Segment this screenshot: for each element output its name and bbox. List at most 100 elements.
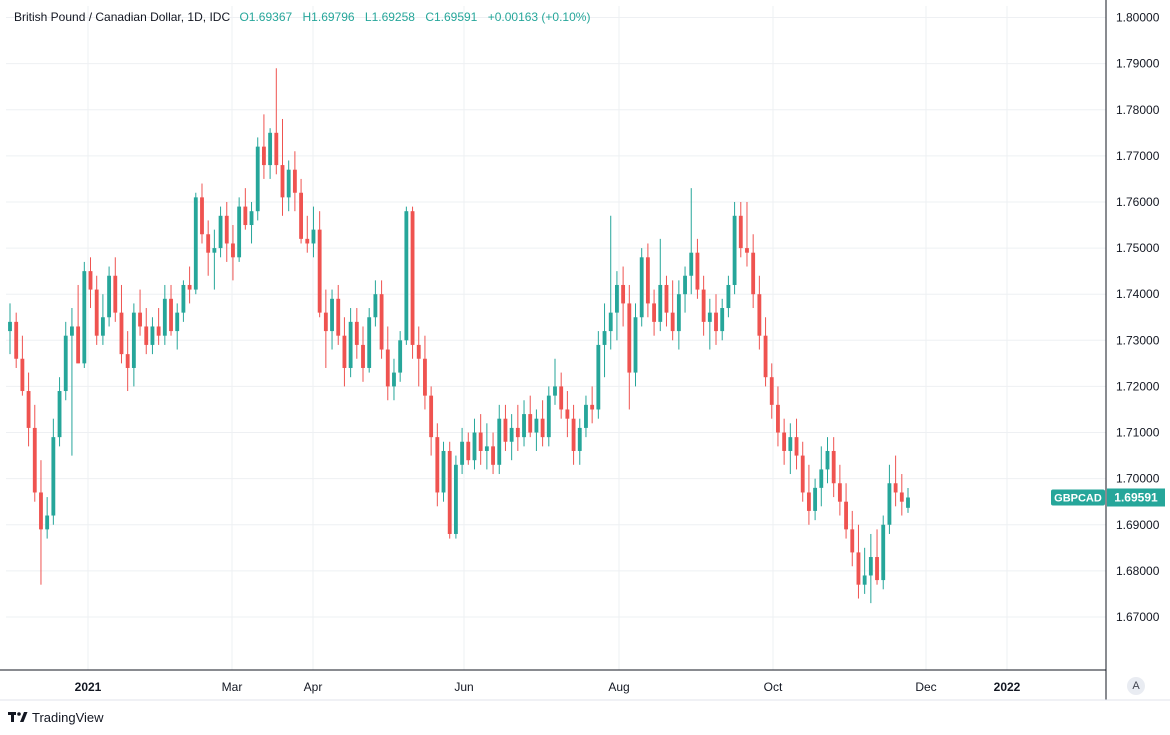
candle-body[interactable]	[472, 432, 477, 461]
candle-body[interactable]	[255, 146, 260, 212]
candle-body[interactable]	[695, 252, 700, 290]
candle-body[interactable]	[899, 492, 904, 502]
candle-body[interactable]	[788, 437, 793, 451]
candle-body[interactable]	[224, 215, 229, 244]
candle-body[interactable]	[850, 529, 855, 553]
candle-body[interactable]	[113, 275, 118, 313]
candle-body[interactable]	[237, 206, 242, 258]
candle-body[interactable]	[39, 492, 43, 530]
candle-body[interactable]	[652, 303, 657, 322]
candle-body[interactable]	[20, 358, 25, 392]
candle-body[interactable]	[683, 275, 687, 295]
candle-body[interactable]	[608, 312, 613, 332]
candle-body[interactable]	[776, 404, 780, 433]
candle-body[interactable]	[522, 414, 526, 438]
candle-body[interactable]	[8, 321, 12, 332]
candle-body[interactable]	[187, 284, 192, 290]
candle-body[interactable]	[404, 211, 409, 341]
candle-body[interactable]	[144, 326, 149, 345]
candle-body[interactable]	[305, 238, 310, 244]
candle-body[interactable]	[881, 524, 886, 581]
candle-body[interactable]	[559, 386, 564, 410]
candle-body[interactable]	[497, 418, 502, 465]
candle-body[interactable]	[584, 404, 588, 428]
candle-body[interactable]	[131, 312, 136, 368]
candle-body[interactable]	[571, 418, 576, 451]
candle-body[interactable]	[57, 391, 62, 438]
candle-body[interactable]	[831, 450, 836, 484]
candle-body[interactable]	[323, 312, 328, 332]
candle-body[interactable]	[26, 391, 31, 428]
candle-body[interactable]	[200, 197, 204, 235]
candle-body[interactable]	[429, 395, 434, 438]
candle-body[interactable]	[769, 377, 774, 405]
candle-body[interactable]	[88, 271, 93, 290]
candle-body[interactable]	[887, 483, 892, 525]
candle-body[interactable]	[32, 427, 37, 493]
candle-body[interactable]	[330, 298, 334, 332]
candle-body[interactable]	[844, 501, 848, 530]
candle-body[interactable]	[676, 294, 681, 332]
candle-body[interactable]	[732, 215, 737, 285]
candle-body[interactable]	[441, 450, 446, 493]
candle-body[interactable]	[540, 418, 545, 438]
candle-body[interactable]	[633, 317, 638, 373]
candle-body[interactable]	[206, 234, 211, 253]
candle-body[interactable]	[590, 404, 595, 410]
candle-body[interactable]	[193, 197, 198, 290]
candle-body[interactable]	[361, 344, 365, 368]
candle-body[interactable]	[82, 271, 87, 364]
candle-body[interactable]	[825, 450, 830, 470]
candle-body[interactable]	[392, 372, 396, 387]
candle-body[interactable]	[373, 294, 378, 318]
candle-body[interactable]	[268, 132, 273, 166]
candle-body[interactable]	[484, 446, 489, 451]
candle-body[interactable]	[342, 335, 347, 368]
candle-body[interactable]	[639, 257, 644, 318]
candle-body[interactable]	[720, 308, 725, 332]
candle-body[interactable]	[435, 437, 440, 493]
candle-body[interactable]	[385, 349, 390, 387]
candle-body[interactable]	[763, 335, 768, 378]
candle-body[interactable]	[280, 165, 285, 198]
candle-body[interactable]	[212, 248, 217, 253]
candle-body[interactable]	[70, 326, 74, 336]
candle-body[interactable]	[447, 450, 452, 534]
candle-body[interactable]	[317, 229, 322, 313]
candle-body[interactable]	[51, 437, 56, 516]
candle-body[interactable]	[63, 335, 68, 392]
candle-body[interactable]	[348, 321, 353, 368]
candle-body[interactable]	[14, 321, 19, 359]
candle-body[interactable]	[534, 418, 539, 433]
candle-body[interactable]	[745, 248, 749, 253]
candle-body[interactable]	[100, 317, 105, 336]
candle-body[interactable]	[596, 344, 601, 410]
candle-body[interactable]	[862, 575, 867, 585]
candle-body[interactable]	[751, 252, 756, 295]
candle-body[interactable]	[726, 284, 731, 309]
candle-body[interactable]	[181, 284, 186, 313]
candle-body[interactable]	[466, 441, 471, 461]
candle-body[interactable]	[460, 441, 465, 465]
candle-body[interactable]	[757, 294, 762, 336]
candle-body[interactable]	[125, 354, 130, 368]
candle-body[interactable]	[453, 464, 458, 534]
candle-body[interactable]	[299, 192, 303, 239]
candle-body[interactable]	[701, 289, 706, 322]
candle-body[interactable]	[261, 146, 266, 166]
candle-body[interactable]	[107, 275, 112, 318]
candle-body[interactable]	[76, 326, 81, 364]
candle-body[interactable]	[231, 243, 235, 258]
candle-body[interactable]	[868, 557, 873, 576]
candle-body[interactable]	[398, 340, 403, 373]
auto-scale-button[interactable]: A	[1127, 677, 1145, 695]
candle-body[interactable]	[503, 418, 508, 442]
candle-body[interactable]	[478, 432, 483, 451]
candle-body[interactable]	[311, 229, 316, 244]
candle-body[interactable]	[367, 317, 372, 368]
candle-body[interactable]	[658, 284, 663, 322]
candle-body[interactable]	[292, 169, 297, 193]
candle-body[interactable]	[150, 326, 155, 345]
candle-body[interactable]	[738, 215, 743, 249]
candle-body[interactable]	[336, 298, 341, 336]
